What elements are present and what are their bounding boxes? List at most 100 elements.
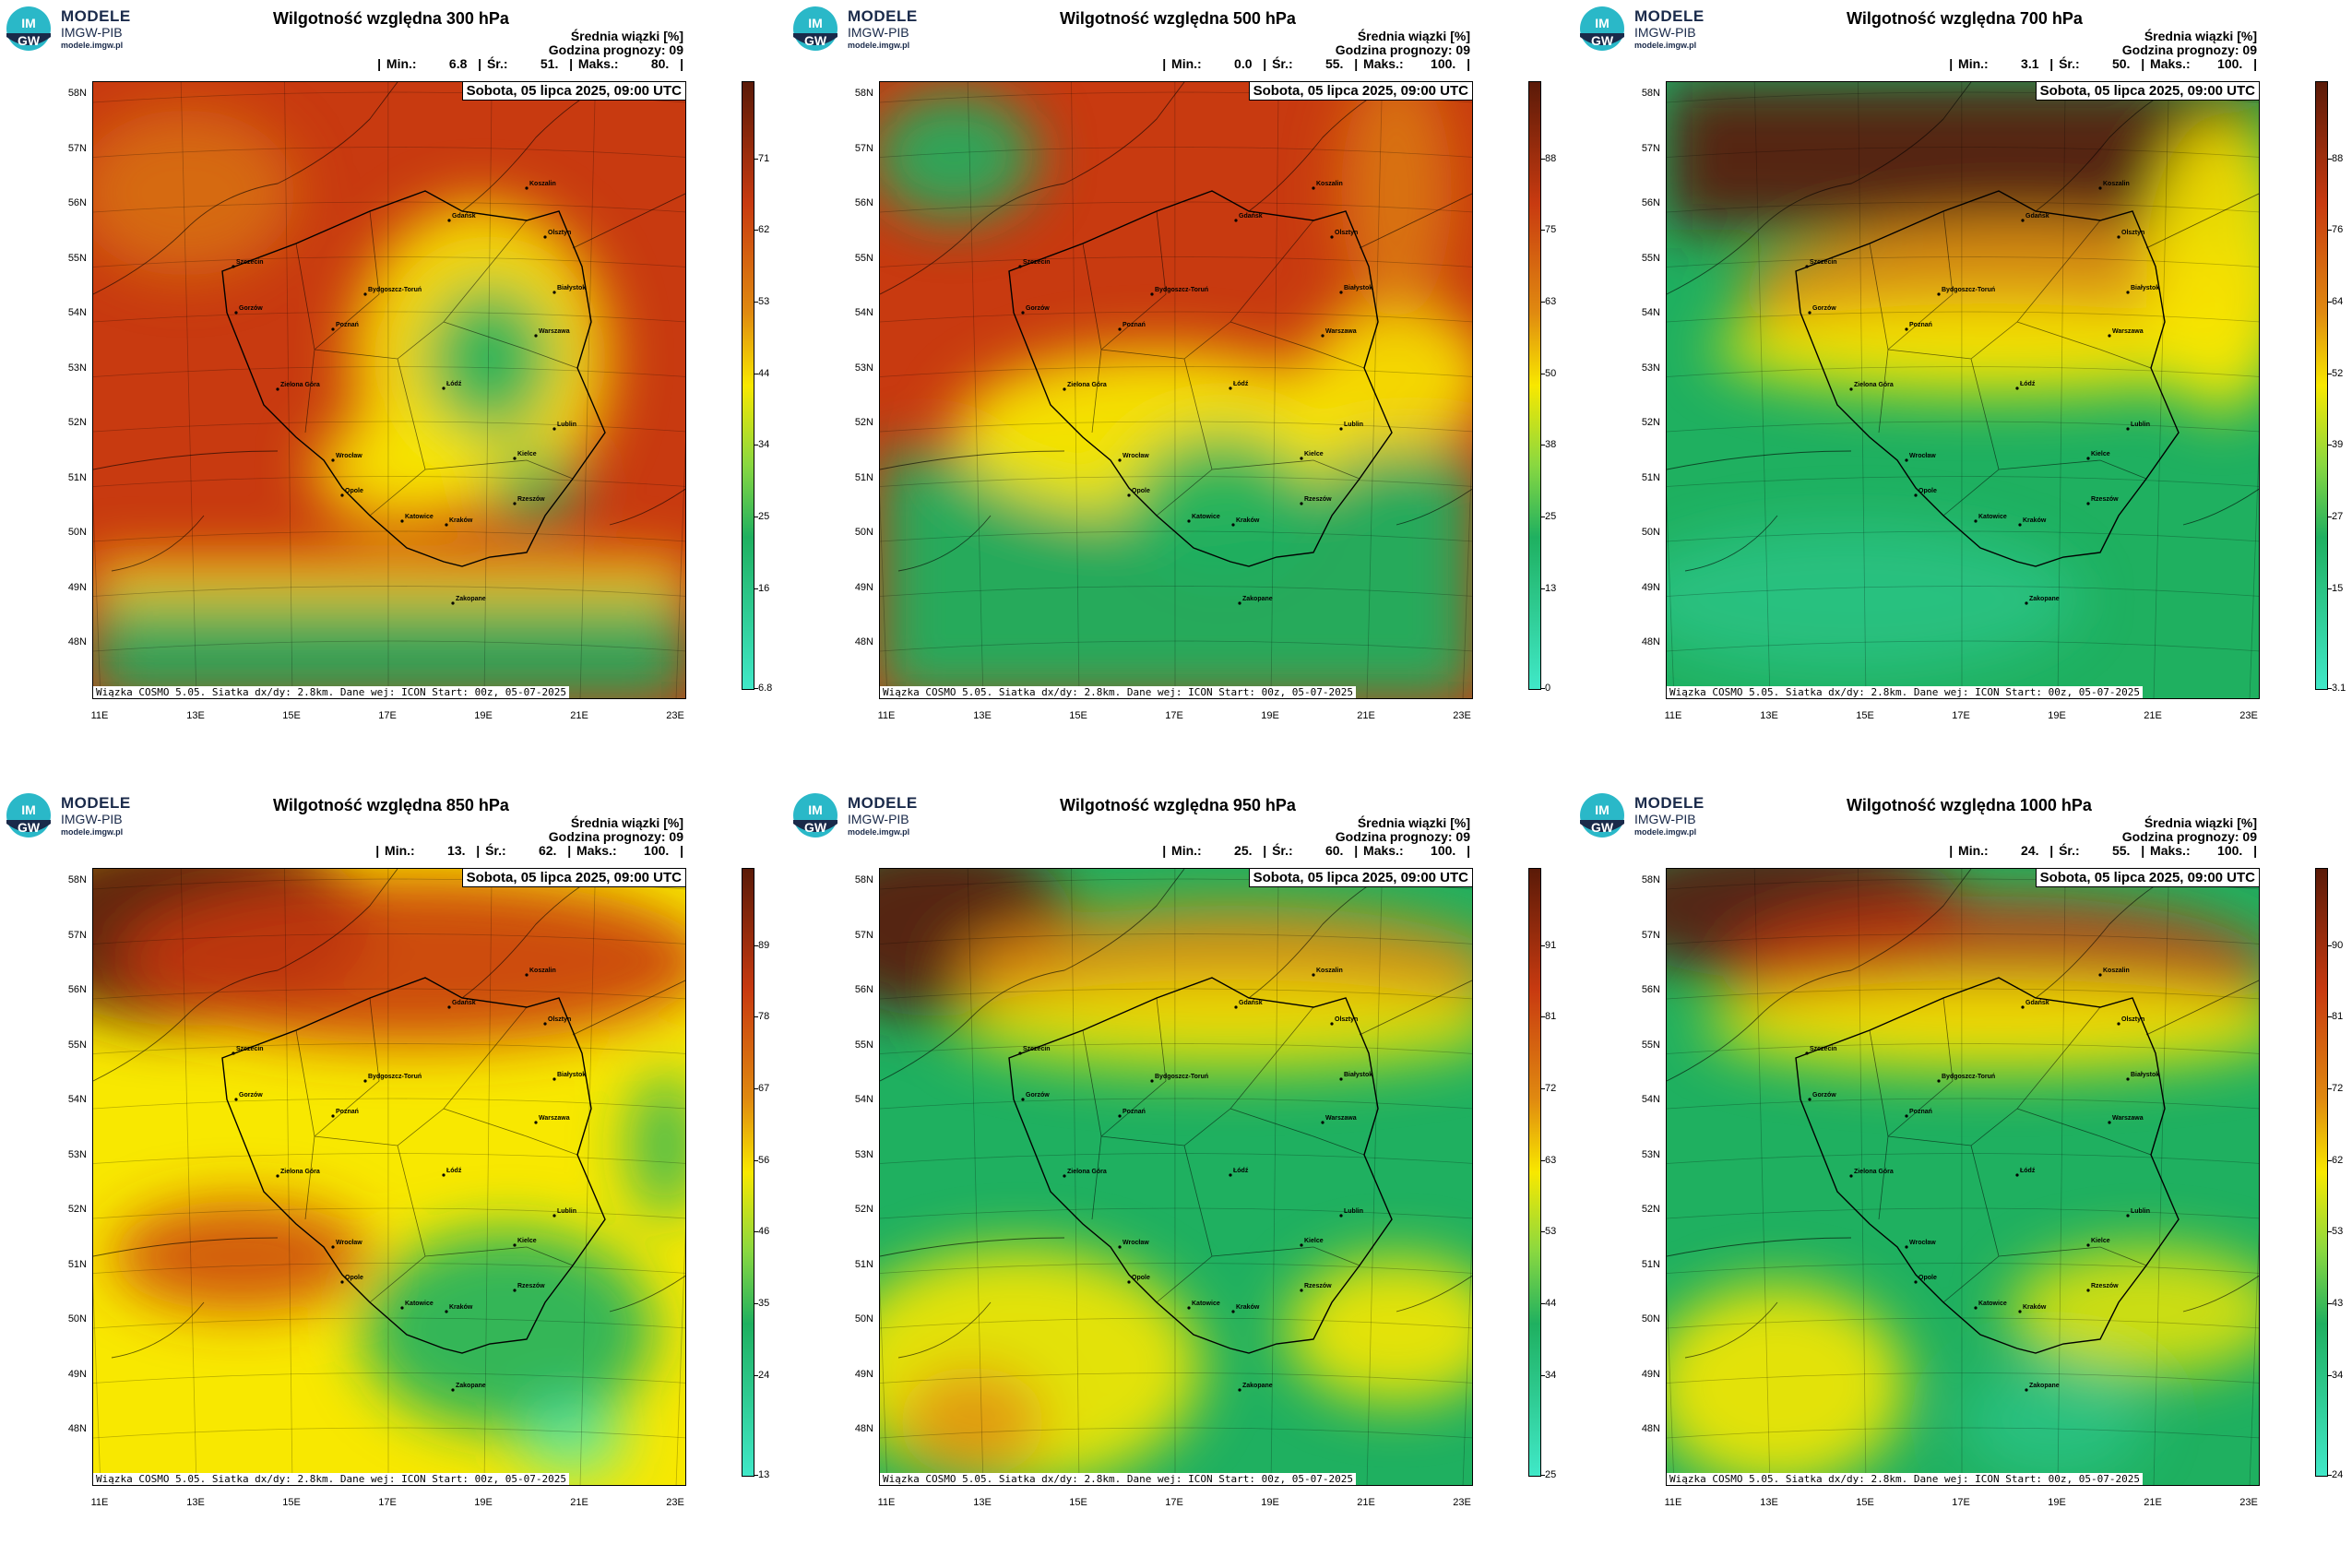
city-marker (2025, 1388, 2028, 1392)
lon-label: 21E (1357, 1497, 1375, 1508)
city-label: Zielona Góra (1067, 382, 1107, 388)
city-label: Lublin (2131, 1208, 2150, 1215)
lat-label: 56N (854, 984, 873, 995)
lat-label: 56N (854, 197, 873, 208)
info-ensemble-mean: Średnia wiązki [%] (1357, 815, 1470, 830)
city-label: Gdańsk (2025, 213, 2049, 220)
info-stats: | Min.: 13. | Śr.: 62. | Maks.: 100. | (375, 843, 683, 858)
colorbar-tick (754, 944, 758, 946)
city-marker (2086, 457, 2090, 460)
field-region (1286, 1256, 1472, 1404)
panel-1: IM GW MODELE IMGW-PIB modele.imgw.pl Wil… (0, 0, 775, 775)
logo-mark-top: IM (1595, 802, 1610, 817)
imgw-logo: IM GW MODELE IMGW-PIB modele.imgw.pl (6, 6, 144, 52)
model-footer: Wiązka COSMO 5.05. Siatka dx/dy: 2.8km. … (880, 686, 1356, 698)
city-marker (1150, 1079, 1154, 1083)
lat-label: 51N (854, 1258, 873, 1270)
colorbar-tick (1541, 1302, 1545, 1304)
colorbar-label: 24 (758, 1369, 770, 1381)
model-footer: Wiązka COSMO 5.05. Siatka dx/dy: 2.8km. … (880, 1473, 1356, 1485)
city-marker (331, 1114, 335, 1118)
city-marker (1905, 458, 1908, 462)
colorbar-label: 67 (758, 1082, 770, 1094)
city-label: Olsztyn (548, 1016, 571, 1023)
city-label: Gorzów (1026, 305, 1050, 312)
colorbar-label: 62 (758, 224, 770, 236)
lat-label: 55N (67, 1039, 87, 1051)
city-label: Zielona Góra (280, 382, 320, 388)
lon-label: 11E (1664, 1497, 1682, 1508)
city-label: Łódź (2020, 1168, 2036, 1174)
city-marker (1231, 523, 1235, 527)
colorbar-tick (754, 1231, 758, 1233)
graticule (1667, 869, 2259, 1485)
model-footer: Wiązka COSMO 5.05. Siatka dx/dy: 2.8km. … (1667, 1473, 2143, 1485)
city-marker (331, 458, 335, 462)
map-area: Gdańsk Koszalin Olsztyn Szczecin Białystok By… (92, 81, 686, 699)
imgw-logo-icon: IM GW (793, 793, 837, 837)
colorbar-tick (754, 588, 758, 589)
lat-label: 58N (1641, 88, 1660, 99)
logo-line2: IMGW-PIB (848, 25, 909, 40)
city-label: Bydgoszcz-Toruń (368, 1074, 422, 1080)
colorbar-label: 81 (2332, 1011, 2344, 1023)
panel-3: IM GW MODELE IMGW-PIB modele.imgw.pl Wil… (1574, 0, 2348, 775)
city-label: Gdańsk (2025, 1000, 2049, 1006)
lat-label: 49N (1641, 1368, 1660, 1380)
city-label: Rzeszów (2091, 496, 2119, 503)
colorbar (2315, 81, 2328, 690)
city-marker (2126, 291, 2130, 294)
colorbar-label: 78 (758, 1011, 770, 1023)
panel-title: Wilgotność względna 500 hPa (1060, 9, 1296, 28)
city-label: Kraków (449, 1304, 473, 1311)
valid-date: Sobota, 05 lipca 2025, 09:00 UTC (2035, 868, 2260, 887)
colorbar-label: 25 (1545, 510, 1557, 522)
colorbar-label: 6.8 (758, 683, 773, 694)
panel-6: IM GW MODELE IMGW-PIB modele.imgw.pl Wil… (1574, 787, 2348, 1562)
lat-label: 51N (67, 471, 87, 483)
city-marker (1974, 519, 1978, 523)
city-label: Lublin (557, 422, 576, 428)
lat-label: 55N (67, 252, 87, 264)
city-marker (2086, 502, 2090, 505)
lat-label: 51N (1641, 471, 1660, 483)
field-region (361, 1229, 656, 1431)
city-label: Lublin (2131, 422, 2150, 428)
city-marker (400, 1306, 404, 1310)
city-label: Szczecin (1810, 1046, 1837, 1052)
field-region (93, 562, 685, 599)
colorbar-label: 16 (758, 582, 770, 594)
colorbar-label: 75 (1545, 224, 1557, 236)
city-marker (1300, 457, 1303, 460)
city-label: Bydgoszcz-Toruń (368, 287, 422, 293)
city-marker (1234, 219, 1238, 222)
city-label: Katowice (1192, 1301, 1220, 1307)
coastline-borders (1667, 82, 2259, 572)
panel-info: Średnia wiązki [%] Godzina prognozy: 09 | … (375, 816, 683, 858)
colorbar-tick (2328, 1302, 2332, 1304)
city-label: Zakopane (456, 1383, 486, 1389)
city-marker (451, 1388, 455, 1392)
lon-label: 15E (282, 1497, 301, 1508)
map-field: Gdańsk Koszalin Olsztyn Szczecin Białystok By… (93, 869, 685, 1485)
city-marker (543, 235, 547, 239)
field-region (880, 91, 1037, 220)
coastline-borders (93, 82, 685, 572)
city-marker (1321, 334, 1324, 338)
lon-label: 21E (2144, 710, 2162, 721)
city-marker (1330, 235, 1334, 239)
voivodeship-borders (295, 997, 578, 1303)
lat-label: 58N (1641, 874, 1660, 885)
city-marker (2126, 427, 2130, 431)
colorbar-tick (2328, 944, 2332, 946)
logo-mark-bottom: GW (1591, 820, 1614, 835)
city-label: Opole (1132, 1275, 1150, 1281)
logo-line3: modele.imgw.pl (61, 827, 124, 837)
city-marker (1118, 1114, 1122, 1118)
city-label: Poznań (336, 1109, 359, 1115)
panel-info: Średnia wiązki [%] Godzina prognozy: 09 | … (1162, 816, 1470, 858)
info-ensemble-mean: Średnia wiązki [%] (570, 815, 683, 830)
colorbar-label: 13 (758, 1469, 770, 1480)
colorbar-label: 52 (2332, 367, 2344, 379)
logo-mark-bottom: GW (18, 820, 41, 835)
